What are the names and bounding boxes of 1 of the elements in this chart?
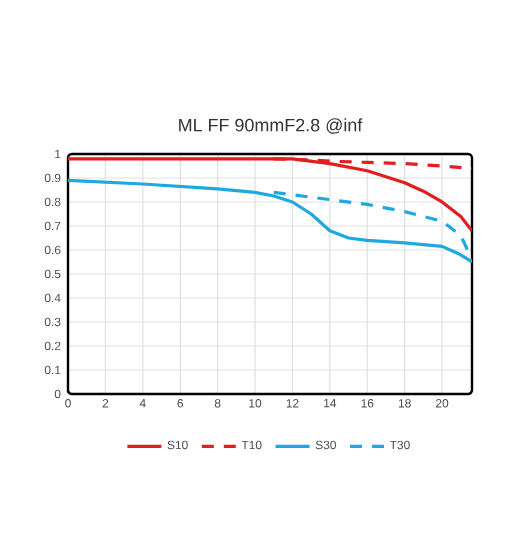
chart-title: ML FF 90mmF2.8 @inf [179,118,363,134]
